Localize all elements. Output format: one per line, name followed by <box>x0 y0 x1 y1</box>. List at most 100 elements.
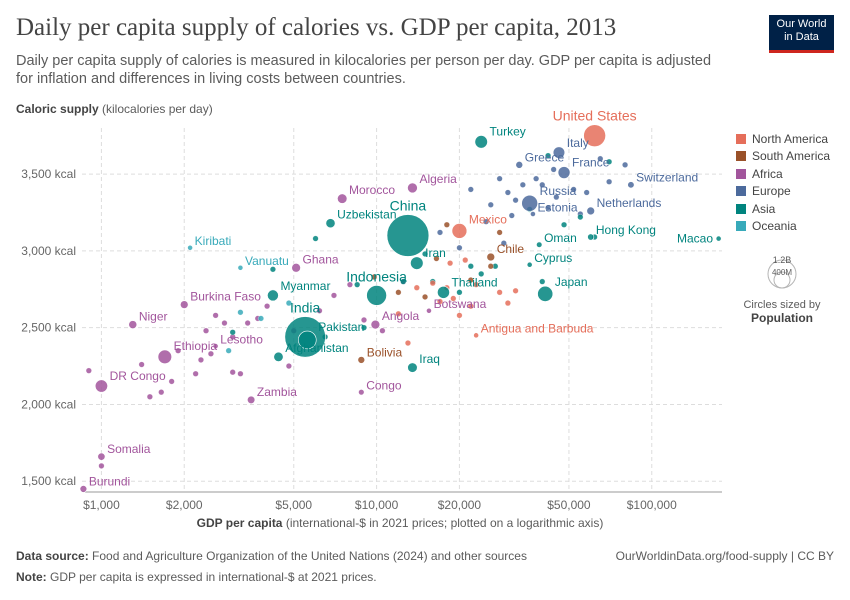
legend-swatch <box>736 151 746 162</box>
legend-swatch <box>736 168 746 179</box>
y-axis-title-bold: Caloric supply <box>16 102 99 116</box>
point-label: Italy <box>567 136 589 150</box>
data-point <box>473 281 480 288</box>
data-point <box>97 452 106 461</box>
point-label: Japan <box>555 275 588 289</box>
data-point <box>450 295 457 302</box>
data-point <box>422 250 428 257</box>
data-point <box>229 369 236 376</box>
data-point <box>175 347 182 354</box>
y-tick-label: 3,000 kcal <box>21 244 76 258</box>
data-point <box>337 193 348 204</box>
y-axis-title-unit: (kilocalories per day) <box>98 102 213 116</box>
data-point <box>586 206 595 216</box>
data-point <box>583 124 606 147</box>
data-point <box>361 317 367 323</box>
data-point <box>331 292 337 299</box>
data-point <box>627 181 635 189</box>
logo-line-2: in Data <box>784 31 819 43</box>
data-point <box>221 320 228 327</box>
data-point <box>366 285 387 306</box>
data-point <box>715 235 722 242</box>
data-point <box>94 379 108 393</box>
data-point <box>247 395 256 404</box>
legend-item[interactable]: Asia <box>736 200 830 218</box>
point-label: Burkina Faso <box>190 290 261 304</box>
legend-item[interactable]: Oceania <box>736 218 830 236</box>
footer-source-text[interactable]: Food and Agriculture Organization of the… <box>88 549 527 563</box>
data-point <box>487 263 494 270</box>
point-label: Chile <box>497 242 525 256</box>
data-point <box>473 332 480 339</box>
x-axis-title-unit: (international-$ in 2021 prices; plotted… <box>282 516 604 530</box>
data-point <box>437 285 450 299</box>
data-point <box>443 221 450 228</box>
legend-item[interactable]: South America <box>736 148 830 166</box>
data-point <box>530 211 536 217</box>
data-point <box>192 370 199 377</box>
legend-label: South America <box>752 149 831 164</box>
data-point <box>203 327 209 334</box>
data-point <box>553 194 560 201</box>
legend-item[interactable]: Africa <box>736 165 830 183</box>
point-label: Iran <box>425 246 446 260</box>
point-label: Turkey <box>490 125 526 139</box>
point-label: Mexico <box>469 212 507 226</box>
legend-item[interactable]: North America <box>736 130 830 148</box>
data-point <box>519 181 526 188</box>
owid-logo[interactable]: Our World in Data <box>769 15 834 53</box>
point-label: Ethiopia <box>174 339 218 353</box>
legend-swatch <box>736 186 746 197</box>
data-point <box>429 280 436 287</box>
legend-label: Europe <box>752 184 791 199</box>
data-point <box>413 284 420 291</box>
size-legend-caption-bold: Population <box>751 311 813 325</box>
data-point <box>85 367 92 374</box>
point-label: France <box>572 156 610 170</box>
point-label: Morocco <box>349 183 395 197</box>
data-point <box>467 303 474 310</box>
legend-swatch <box>736 133 746 144</box>
chart-title: Daily per capita supply of calories vs. … <box>16 14 617 41</box>
point-label: Vanuatu <box>245 254 289 268</box>
data-point <box>521 194 538 212</box>
point-label: Estonia <box>538 200 578 214</box>
data-point <box>212 312 219 319</box>
data-point <box>606 158 613 165</box>
data-point <box>128 320 138 329</box>
data-point <box>467 277 474 284</box>
data-point <box>407 182 418 194</box>
y-tick-label: 1,500 kcal <box>21 474 76 488</box>
data-point <box>168 378 175 385</box>
data-point <box>395 310 402 317</box>
chart-subtitle: Daily per capita supply of calories is m… <box>16 53 712 87</box>
x-tick-label: $10,000 <box>355 498 399 512</box>
data-point <box>237 264 244 271</box>
legend-label: North America <box>752 131 829 146</box>
size-legend-circles: 1.2B 400M <box>767 255 797 289</box>
legend-item[interactable]: Europe <box>736 183 830 201</box>
point-label: Uzbekistan <box>337 208 396 222</box>
data-point <box>404 340 411 346</box>
data-point <box>244 320 251 327</box>
footer-url[interactable]: OurWorldinData.org/food-supply | CC BY <box>615 549 834 563</box>
point-label: Kiribati <box>195 234 232 248</box>
data-point <box>354 281 361 288</box>
point-label: Antigua and Barbuda <box>481 322 594 336</box>
data-point <box>98 462 105 469</box>
point-label: Hong Kong <box>596 223 656 237</box>
data-point <box>545 152 552 159</box>
point-label: Bolivia <box>367 345 403 359</box>
data-point <box>451 223 468 239</box>
data-point <box>273 351 284 362</box>
data-point <box>407 362 418 373</box>
point-label: Netherlands <box>597 196 662 210</box>
data-point <box>212 343 219 349</box>
data-point <box>157 349 172 364</box>
data-point <box>533 175 540 182</box>
data-point <box>486 252 496 262</box>
point-label: India <box>290 300 321 316</box>
footer-note-text: GDP per capita is expressed in internati… <box>46 570 377 584</box>
point-label: Cyprus <box>534 251 572 265</box>
data-point <box>456 312 463 319</box>
